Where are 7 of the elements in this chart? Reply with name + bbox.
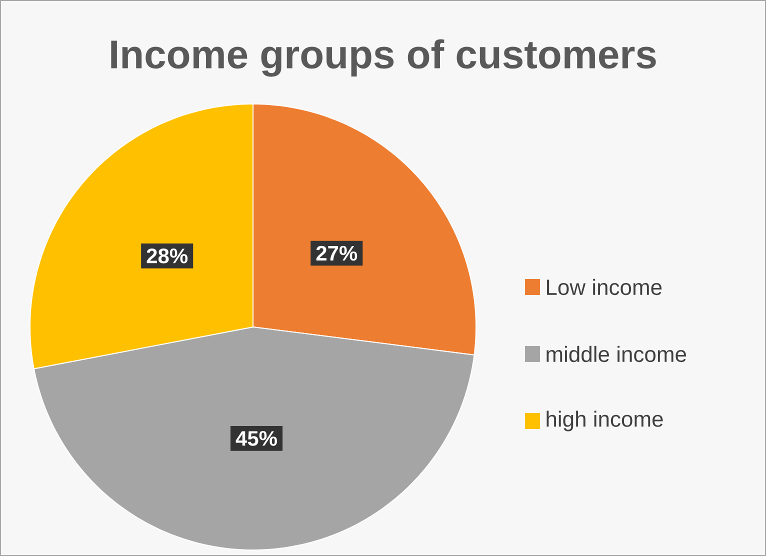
chart-title: Income groups of customers bbox=[111, 39, 656, 77]
legend-label: high income bbox=[546, 410, 663, 432]
data-label: 28% bbox=[146, 248, 188, 264]
legend-label: middle income bbox=[546, 346, 686, 362]
legend-label: Low income bbox=[547, 278, 662, 296]
data-label: 45% bbox=[236, 431, 277, 446]
data-label: 27% bbox=[316, 246, 358, 261]
